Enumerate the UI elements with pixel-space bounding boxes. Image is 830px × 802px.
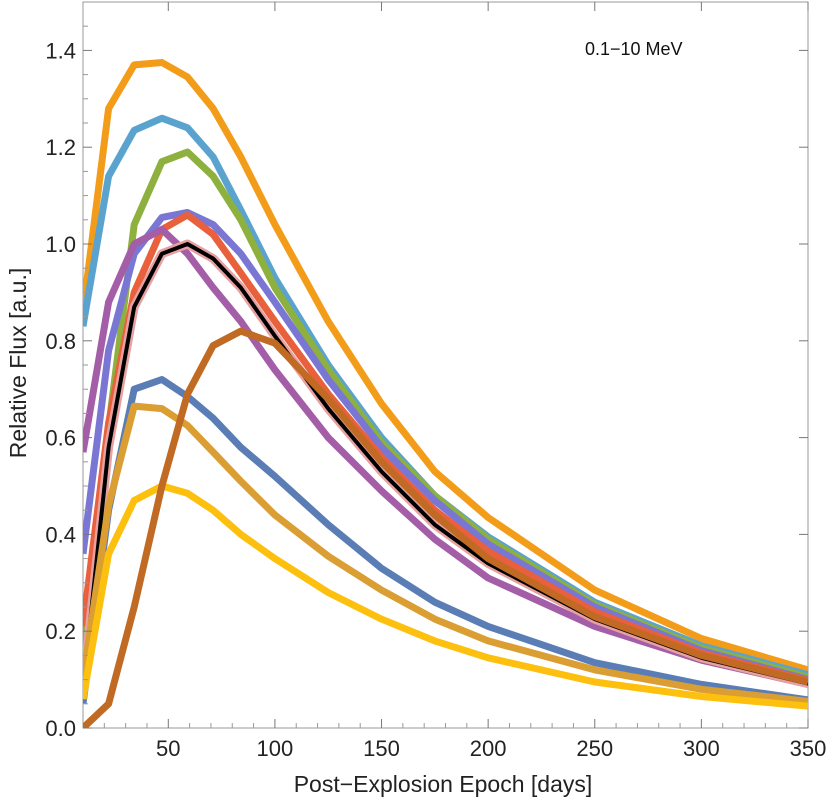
x-tick-label: 300 [683,736,720,761]
y-tick-label: 0.2 [45,619,76,644]
series-group [83,59,808,728]
series-line-tan [83,402,808,705]
series-line-yellow [83,482,808,710]
series-line-orange [83,59,808,674]
plot-border [82,1,809,729]
x-tick-label: 100 [257,736,294,761]
series-line-purple [83,226,808,688]
x-tick-label: 250 [576,736,613,761]
series-line-green [83,148,808,681]
plot-frame [82,1,809,729]
x-axis-title: Post−Explosion Epoch [days] [294,771,593,797]
ticks-layer: 50 100 150 200 250 300 350 0.0 0.2 0.4 0.6 0.8 1.0 1.… [45,2,826,761]
series-line-brown [83,327,808,728]
energy-band-annotation: 0.1−10 MeV [585,39,683,59]
x-tick-label: 350 [790,736,827,761]
y-axis-title: Relative Flux [a.u.] [5,268,31,458]
series-line-red [83,211,808,684]
x-tick-label: 150 [363,736,400,761]
x-tick-label: 200 [470,736,507,761]
series-layer [83,59,808,728]
y-tick-label: 0.6 [45,426,76,451]
y-tick-label: 0.8 [45,329,76,354]
series-line-steel-blue [83,376,808,705]
y-tick-label: 1.4 [45,38,76,63]
y-tick-label: 1.2 [45,135,76,160]
x-tick-label: 50 [156,736,180,761]
y-tick-label: 0.0 [45,716,76,741]
y-tick-label: 1.0 [45,232,76,257]
y-tick-label: 0.4 [45,522,76,547]
